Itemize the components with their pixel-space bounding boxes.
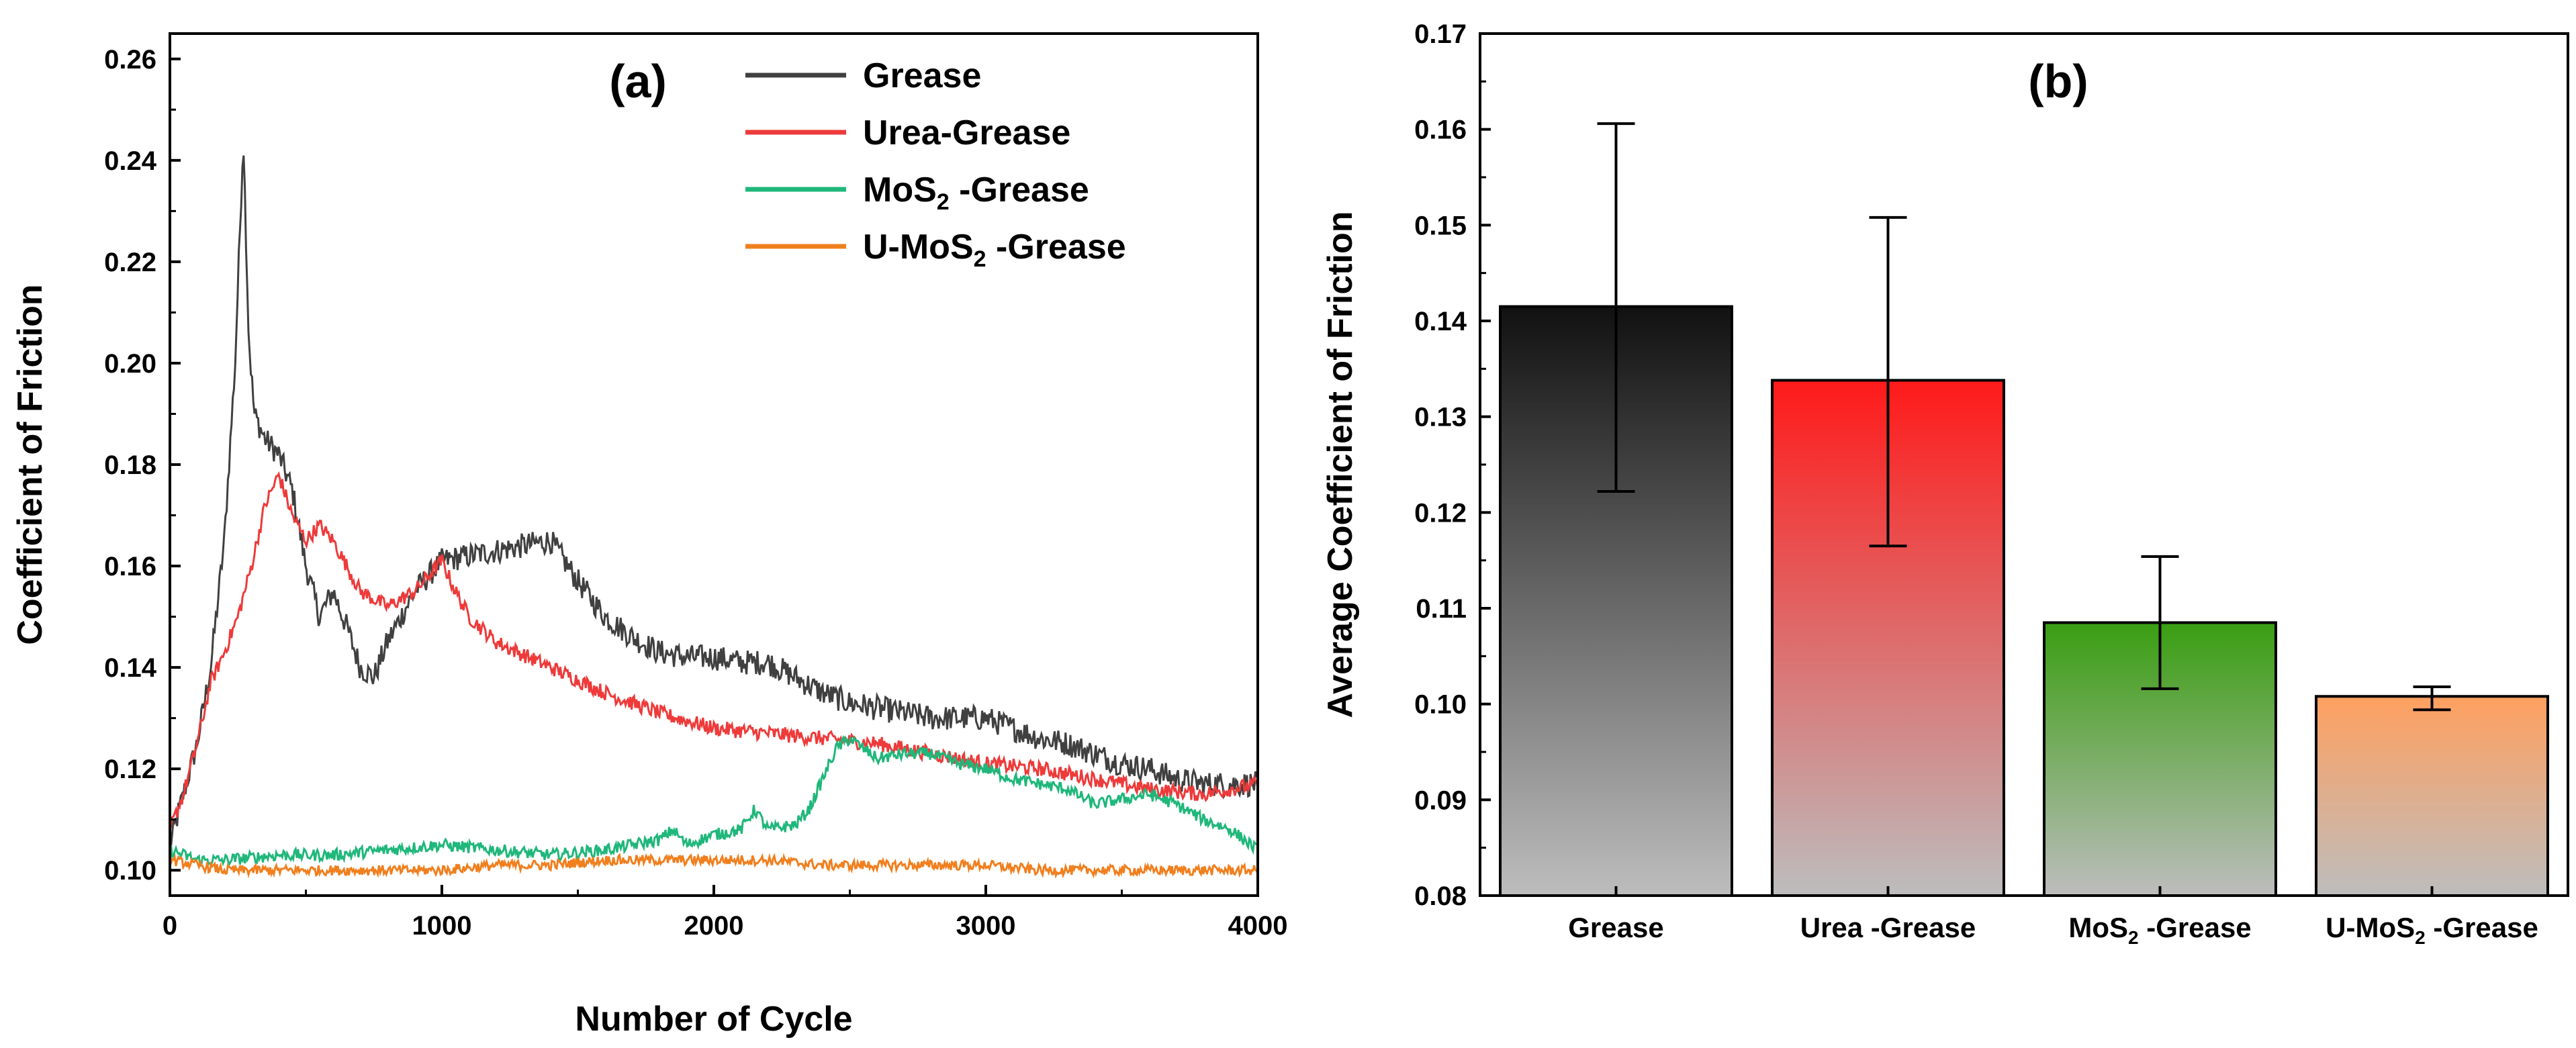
y-tick-label: 0.14 (104, 653, 157, 683)
y-tick-label: 0.10 (1414, 690, 1467, 720)
x-tick-label: 1000 (412, 911, 472, 941)
y-tick-label: 0.10 (104, 856, 156, 886)
panel-label: (b) (2028, 55, 2088, 107)
y-tick-label: 0.14 (1414, 307, 1467, 336)
y-tick-label: 0.13 (1414, 403, 1467, 432)
y-tick-label: 0.26 (104, 45, 156, 75)
x-tick-label: 0 (163, 911, 177, 941)
y-axis: 0.10 0.12 0.14 0.16 0.18 0.20 0.22 0.24 0.26 (104, 45, 181, 886)
series-line-0 (169, 155, 1259, 846)
y-tick-label: 0.12 (104, 755, 156, 784)
line-series-group (169, 155, 1259, 879)
legend-label: Grease (863, 56, 981, 95)
y-axis: 0.08 0.09 0.10 0.11 0.12 0.13 0.14 0.15 0.16 0.17 (1414, 19, 1491, 911)
legend-label: U-MoS2 -Grease (863, 228, 1126, 272)
series-line-1 (169, 471, 1259, 829)
bar-chart-panel: 0.08 0.09 0.10 0.11 0.12 0.13 0.14 0.15 0.16 0.17… (1321, 19, 2569, 948)
x-axis: Grease Urea -Grease MoS2 -Grease U-MoS2 -Gr… (1568, 886, 2538, 948)
y-tick-label: 0.16 (1414, 115, 1467, 145)
series-line-3 (169, 853, 1259, 879)
x-axis-title: Number of Cycle (575, 1000, 852, 1039)
y-tick-label: 0.18 (104, 450, 156, 480)
y-axis-title: Coefficient of Friction (11, 284, 50, 645)
y-tick-label: 0.17 (1414, 19, 1467, 49)
y-tick-label: 0.08 (1414, 882, 1467, 911)
line-chart-panel: 0.10 0.12 0.14 0.16 0.18 0.20 0.22 0.24 0.26 0 10… (11, 32, 1288, 1039)
y-tick-label: 0.22 (104, 248, 156, 277)
y-tick-label: 0.12 (1414, 498, 1467, 528)
series-line-2 (169, 734, 1258, 867)
x-tick-label: 2000 (684, 911, 744, 941)
x-tick-label: 4000 (1228, 911, 1288, 941)
category-label: Grease (1568, 912, 1663, 943)
plot-frame (169, 32, 1259, 897)
legend: Grease Urea-Grease MoS2 -Grease U-MoS2 -Gre… (745, 56, 1126, 272)
x-axis: 0 1000 2000 3000 4000 (163, 885, 1288, 941)
category-label: U-MoS2 -Grease (2326, 912, 2538, 948)
y-tick-label: 0.16 (104, 552, 156, 581)
bar-group (1499, 122, 2549, 898)
y-tick-label: 0.15 (1414, 211, 1467, 240)
y-tick-label: 0.09 (1414, 785, 1467, 815)
panel-label: (a) (609, 55, 667, 107)
category-label: MoS2 -Grease (2068, 912, 2251, 948)
category-label: Urea -Grease (1800, 912, 1976, 943)
legend-label: Urea-Grease (863, 113, 1070, 152)
y-tick-label: 0.20 (104, 349, 156, 379)
y-tick-label: 0.24 (104, 146, 157, 176)
legend-label: MoS2 -Grease (863, 171, 1089, 215)
bar (2315, 695, 2549, 897)
y-tick-label: 0.11 (1416, 594, 1467, 624)
x-tick-label: 3000 (956, 911, 1016, 941)
y-axis-title: Average Coefficient of Friction (1321, 211, 1360, 718)
